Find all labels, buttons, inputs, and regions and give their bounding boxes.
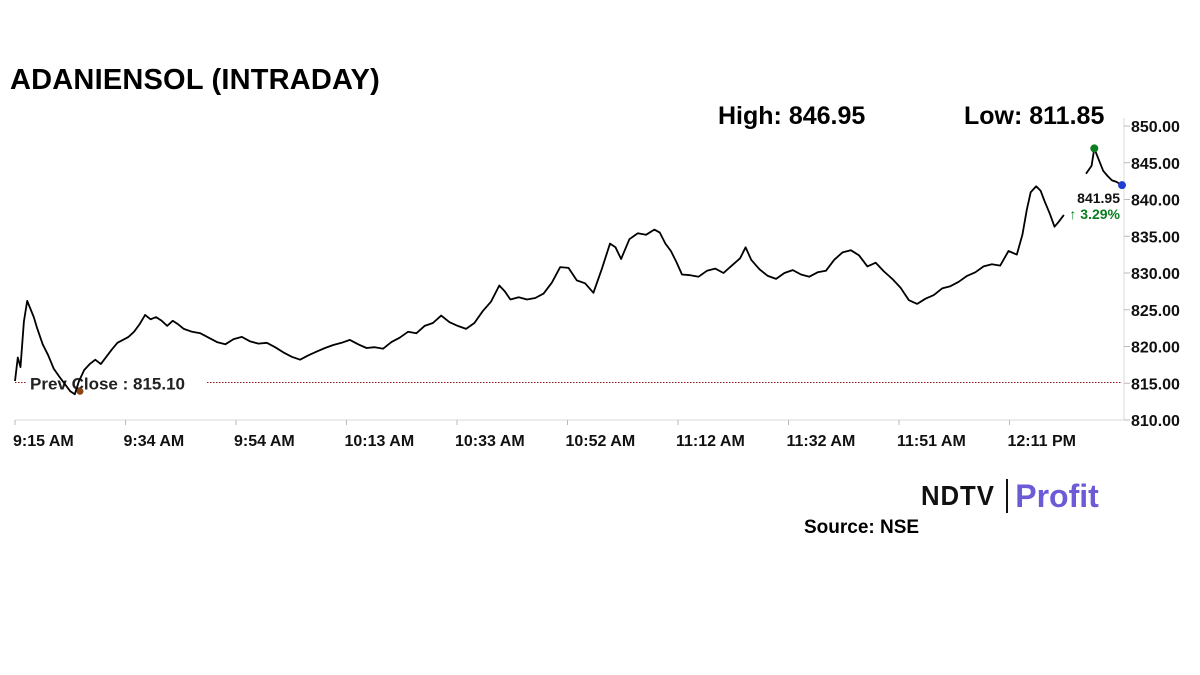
y-tick-label: 845.00 (1131, 156, 1180, 173)
logo-divider (1006, 479, 1009, 513)
prev-close-marker (76, 387, 84, 395)
x-tick-label: 9:54 AM (234, 433, 295, 450)
y-axis-ticks: 850.00 845.00 840.00 835.00 830.00 825.00 820.… (1124, 119, 1180, 430)
ndtv-profit-logo: NDTV Profit (921, 478, 1099, 514)
logo-ndtv: NDTV (921, 480, 995, 511)
price-chart: 9:15 AM 9:34 AM 9:54 AM 10:13 AM 10:33 AM 10:… (13, 118, 1180, 450)
y-tick-label: 820.00 (1131, 340, 1180, 357)
x-tick-label: 12:11 PM (1008, 433, 1076, 450)
y-tick-label: 850.00 (1131, 119, 1180, 136)
y-tick-label: 835.00 (1131, 229, 1180, 246)
change-label: ↑ 3.29% (1069, 206, 1120, 222)
y-tick-label: 815.00 (1131, 376, 1180, 393)
last-price-marker (1118, 181, 1126, 190)
prev-close-label-bg (26, 370, 206, 393)
y-tick-label: 830.00 (1131, 266, 1180, 283)
prev-close-label: Prev Close : 815.10 (30, 375, 185, 394)
price-line (14, 147, 1123, 396)
x-tick-label: 9:15 AM (13, 433, 74, 450)
y-tick-label: 840.00 (1131, 193, 1180, 210)
x-tick-label: 9:34 AM (124, 433, 185, 450)
high-value: High: 846.95 (718, 102, 866, 130)
x-tick-label: 10:52 AM (566, 433, 636, 450)
x-axis-ticks: 9:15 AM 9:34 AM 9:54 AM 10:13 AM 10:33 AM 10:… (13, 420, 1076, 450)
chart-title: ADANIENSOL (INTRADAY) (10, 64, 380, 96)
last-price-label: 841.95 (1077, 190, 1120, 206)
source-note: Source: NSE (804, 517, 920, 538)
low-value: Low: 811.85 (964, 102, 1105, 130)
x-tick-label: 11:51 AM (897, 433, 966, 450)
x-tick-label: 11:12 AM (676, 433, 745, 450)
axes (15, 118, 1125, 421)
x-tick-label: 10:13 AM (345, 433, 415, 450)
x-tick-label: 10:33 AM (455, 433, 525, 450)
y-tick-label: 825.00 (1131, 303, 1180, 320)
high-marker (1090, 144, 1099, 153)
x-tick-label: 11:32 AM (787, 433, 856, 450)
logo-profit: Profit (1015, 477, 1099, 514)
y-tick-label: 810.00 (1131, 413, 1180, 430)
